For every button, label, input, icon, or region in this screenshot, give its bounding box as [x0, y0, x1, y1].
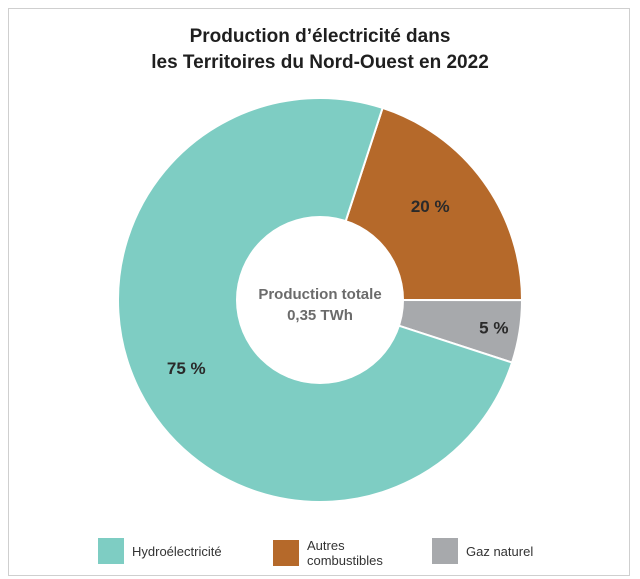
legend-label-autres-combustibles: Autres combustibles	[307, 538, 383, 568]
legend-swatch-gaz-naturel	[432, 538, 458, 564]
legend-label-gaz-naturel: Gaz naturel	[466, 543, 534, 559]
legend-label-autres-line-2: combustibles	[307, 553, 383, 568]
data-label-autres-combustibles: 20 %	[411, 197, 450, 216]
data-label-hydroelectricite: 75 %	[167, 359, 206, 378]
legend-item-autres-combustibles: Autres combustibles	[273, 538, 383, 568]
donut-hole	[236, 216, 404, 384]
legend-item-gaz-naturel: Gaz naturel	[432, 538, 533, 564]
legend-swatch-hydroelectricite	[98, 538, 124, 564]
data-label-gaz-naturel: 5 %	[479, 319, 508, 338]
legend-label-autres-line-1: Autres	[307, 538, 345, 553]
legend-swatch-autres-combustibles	[273, 540, 299, 566]
legend-item-hydroelectricite: Hydroélectricité	[98, 538, 222, 564]
legend-label-hydroelectricite: Hydroélectricité	[132, 543, 222, 559]
center-label-line-2: 0,35 TWh	[287, 307, 353, 324]
chart-title-line-1: Production d’électricité dans	[189, 26, 451, 47]
chart-title-line-2: les Territoires du Nord-Ouest en 2022	[151, 52, 489, 73]
center-label-line-1: Production totale	[258, 286, 381, 303]
